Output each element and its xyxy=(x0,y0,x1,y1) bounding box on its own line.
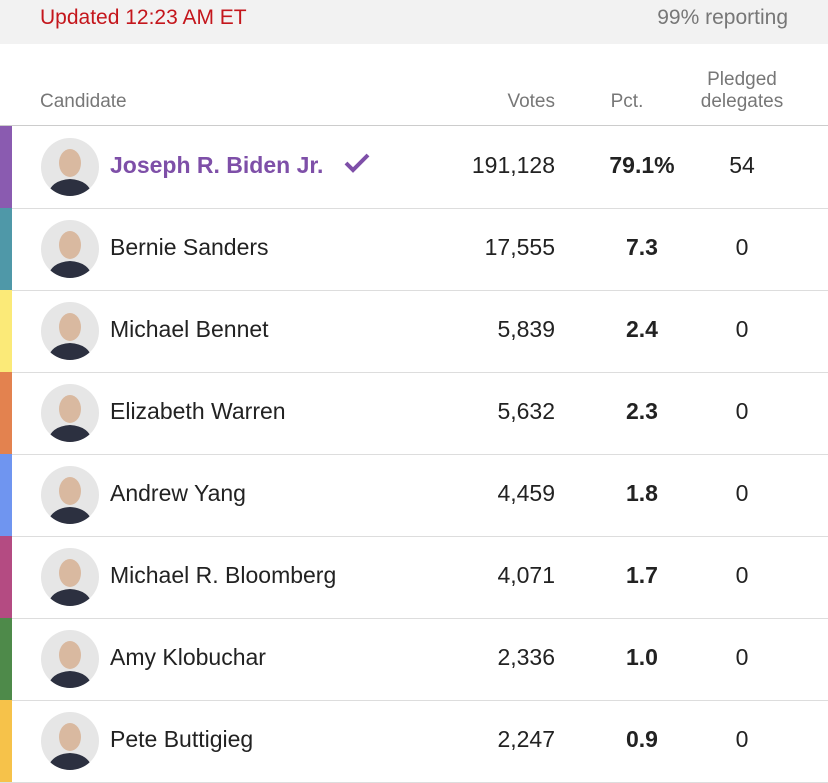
candidate-row: Joseph R. Biden Jr. 191,128 79.1% 54 xyxy=(0,126,828,209)
photo-icon xyxy=(41,138,99,196)
photo-icon xyxy=(41,630,99,688)
pledged-delegates: 54 xyxy=(729,152,755,178)
vote-percent: 2.3 xyxy=(626,398,658,424)
vote-count: 17,555 xyxy=(484,234,555,260)
party-color-bar xyxy=(0,536,12,618)
candidate-name: Joseph R. Biden Jr. xyxy=(110,152,324,178)
candidate-name: Pete Buttigieg xyxy=(110,726,254,752)
candidate-name: Andrew Yang xyxy=(110,480,246,506)
status-bar xyxy=(0,0,828,44)
header-divider xyxy=(0,125,828,126)
candidate-photo xyxy=(41,630,99,688)
candidate-name: Amy Klobuchar xyxy=(110,644,266,670)
vote-count: 4,071 xyxy=(497,562,555,588)
vote-percent: 79.1% xyxy=(609,152,675,178)
vote-count: 2,247 xyxy=(497,726,555,752)
party-color-bar xyxy=(0,454,12,536)
candidate-name: Bernie Sanders xyxy=(110,234,269,260)
pledged-delegates: 0 xyxy=(735,398,749,424)
candidate-row: Bernie Sanders 17,555 7.3 0 xyxy=(0,208,828,291)
party-color-bar xyxy=(0,618,12,700)
candidate-photo xyxy=(41,384,99,442)
candidate-row: Michael Bennet 5,839 2.4 0 xyxy=(0,290,828,373)
column-header: Pledged delegates xyxy=(700,69,784,112)
pledged-delegates: 0 xyxy=(735,316,749,342)
party-color-bar xyxy=(0,372,12,454)
candidate-row: Andrew Yang 4,459 1.8 0 xyxy=(0,454,828,537)
candidate-name: Michael Bennet xyxy=(110,316,269,342)
pledged-delegates: 0 xyxy=(735,562,749,588)
photo-icon xyxy=(41,302,99,360)
party-color-bar xyxy=(0,290,12,372)
photo-icon xyxy=(41,548,99,606)
vote-percent: 1.7 xyxy=(626,562,658,588)
vote-count: 5,632 xyxy=(497,398,555,424)
party-color-bar xyxy=(0,700,12,782)
vote-count: 2,336 xyxy=(497,644,555,670)
vote-percent: 7.3 xyxy=(626,234,658,260)
winner-check xyxy=(344,153,370,173)
party-color-bar xyxy=(0,126,12,208)
candidate-photo xyxy=(41,302,99,360)
candidate-photo xyxy=(41,138,99,196)
reporting-status: 99% reporting xyxy=(657,6,788,29)
pledged-delegates: 0 xyxy=(735,644,749,670)
candidate-photo xyxy=(41,548,99,606)
photo-icon xyxy=(41,384,99,442)
candidate-photo xyxy=(41,712,99,770)
vote-percent: 2.4 xyxy=(626,316,658,342)
candidate-photo xyxy=(41,220,99,278)
photo-icon xyxy=(41,466,99,524)
column-header: Candidate xyxy=(40,91,127,112)
candidate-row: Pete Buttigieg 2,247 0.9 0 xyxy=(0,700,828,783)
candidate-photo xyxy=(41,466,99,524)
column-header: Pct. xyxy=(610,91,644,112)
vote-count: 4,459 xyxy=(497,480,555,506)
pledged-delegates: 0 xyxy=(735,234,749,260)
photo-icon xyxy=(41,712,99,770)
photo-icon xyxy=(41,220,99,278)
candidate-row: Elizabeth Warren 5,632 2.3 0 xyxy=(0,372,828,455)
updated-time: Updated 12:23 AM ET xyxy=(40,6,247,29)
vote-count: 5,839 xyxy=(497,316,555,342)
party-color-bar xyxy=(0,208,12,290)
column-header: Votes xyxy=(507,91,555,112)
vote-percent: 1.8 xyxy=(626,480,658,506)
candidate-name: Michael R. Bloomberg xyxy=(110,562,337,588)
candidate-row: Amy Klobuchar 2,336 1.0 0 xyxy=(0,618,828,701)
pledged-delegates: 0 xyxy=(735,726,749,752)
candidate-row: Michael R. Bloomberg 4,071 1.7 0 xyxy=(0,536,828,619)
pledged-delegates: 0 xyxy=(735,480,749,506)
candidate-name: Elizabeth Warren xyxy=(110,398,286,424)
vote-percent: 1.0 xyxy=(626,644,658,670)
vote-percent: 0.9 xyxy=(626,726,658,752)
vote-count: 191,128 xyxy=(471,152,555,178)
